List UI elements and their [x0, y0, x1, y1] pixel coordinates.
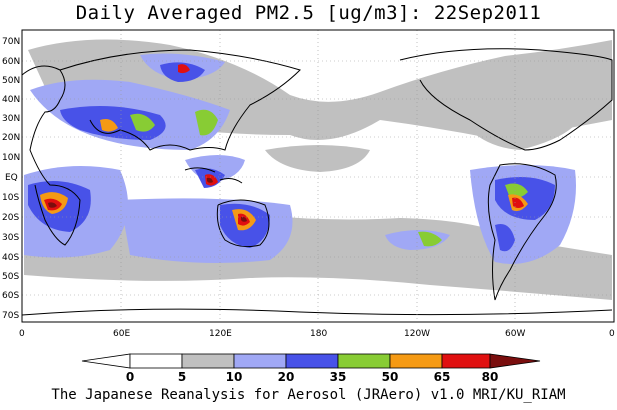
- colorbar-tick: 35: [330, 370, 347, 384]
- colorbar-segment: [181, 353, 235, 369]
- lon-label: 0: [19, 329, 25, 339]
- footer-caption: The Japanese Reanalysis for Aerosol (JRA…: [51, 387, 566, 403]
- lat-label: 70N: [2, 37, 20, 47]
- lat-label: 10S: [2, 193, 19, 203]
- colorbar-tick: 50: [382, 370, 399, 384]
- lat-label: 40S: [2, 253, 19, 263]
- lat-label: EQ: [5, 173, 18, 183]
- lat-label: 10N: [2, 153, 20, 163]
- lat-label: 60S: [2, 291, 19, 301]
- lat-label: 20S: [2, 213, 19, 223]
- lon-label: 120E: [209, 329, 232, 339]
- colorbar-segment: [285, 353, 339, 369]
- colorbar-segment: [489, 353, 541, 369]
- colorbar-tick: 80: [482, 370, 499, 384]
- colorbar-segment: [441, 353, 491, 369]
- colorbar-tick: 10: [226, 370, 243, 384]
- lat-label: 60N: [2, 57, 20, 67]
- lat-label: 50S: [2, 272, 19, 282]
- lon-label: 0: [609, 329, 615, 339]
- longitude-axis: 0 60E 120E 180 120W 60W 0: [19, 329, 615, 339]
- colorbar-segment: [81, 353, 131, 369]
- latitude-axis: 70N 60N 50N 40N 30N 20N 10N EQ 10S 20S 3…: [2, 37, 20, 321]
- coastlines: [21, 48, 613, 316]
- lon-label: 60E: [113, 329, 130, 339]
- gridlines: [22, 30, 614, 322]
- lat-label: 30S: [2, 233, 19, 243]
- map-title: Daily Averaged PM2.5 [ug/m3]: 22Sep2011: [75, 2, 542, 24]
- lat-label: 50N: [2, 76, 20, 86]
- lat-label: 40N: [2, 95, 20, 105]
- map-frame: [21, 29, 615, 323]
- lat-label: 20N: [2, 133, 20, 143]
- colorbar-tick: 5: [178, 370, 186, 384]
- pm25-field: [24, 39, 612, 300]
- lon-label: 120W: [404, 329, 430, 339]
- colorbar-tick: 0: [126, 370, 134, 384]
- colorbar-segment: [389, 353, 443, 369]
- lat-label: 70S: [2, 311, 19, 321]
- lat-label: 30N: [2, 114, 20, 124]
- colorbar-segment: [233, 353, 287, 369]
- colorbar-tick: 65: [434, 370, 451, 384]
- colorbar-segment: [337, 353, 391, 369]
- lon-label: 180: [310, 329, 327, 339]
- colorbar: 0 5 10 20 35 50 65 80: [81, 353, 541, 384]
- colorbar-segment: [129, 353, 183, 369]
- colorbar-tick: 20: [278, 370, 295, 384]
- lon-label: 60W: [505, 329, 525, 339]
